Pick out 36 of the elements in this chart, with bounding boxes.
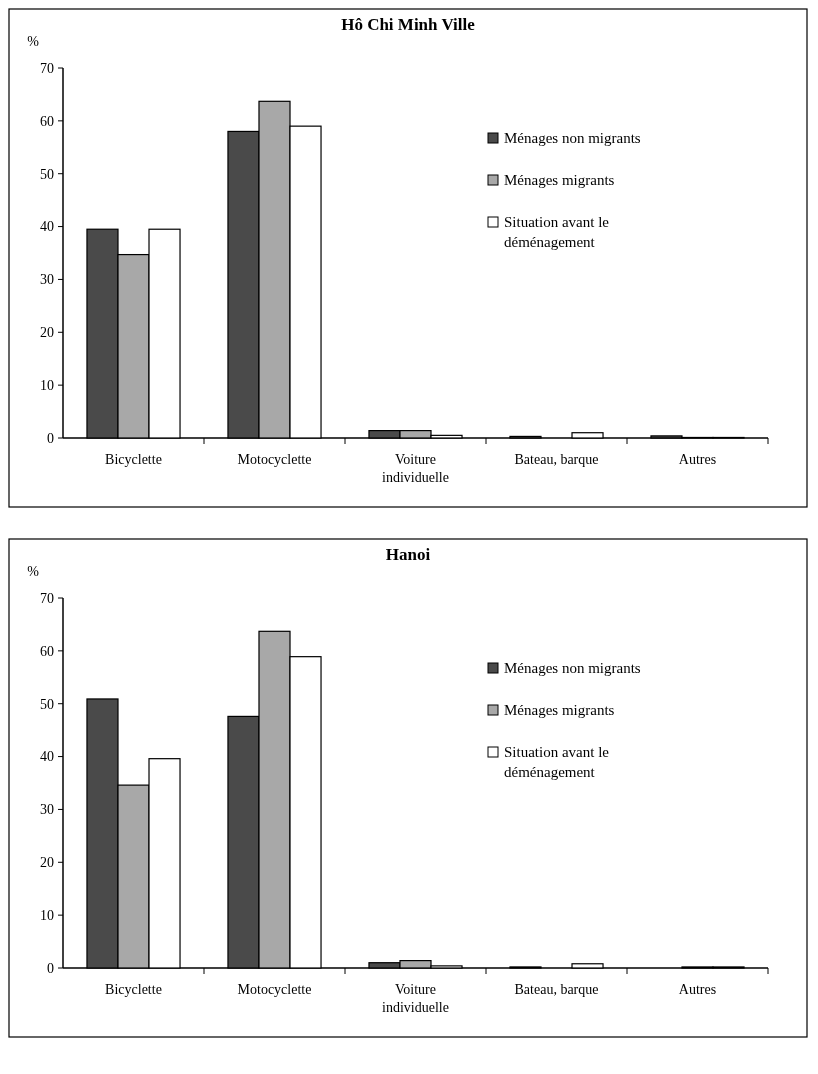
x-tick-label: Voiture individuelle xyxy=(382,452,449,485)
y-tick-label: 50 xyxy=(40,696,54,712)
y-tick-label: 0 xyxy=(47,960,54,976)
legend-label: Ménages migrants xyxy=(504,702,615,718)
y-tick-label: 10 xyxy=(40,908,54,924)
x-tick-label: Autres xyxy=(678,982,717,997)
y-tick-label: 60 xyxy=(40,643,54,659)
y-tick-label: 30 xyxy=(40,802,54,818)
y-axis-title: % xyxy=(27,564,40,579)
y-tick-label: 20 xyxy=(40,855,54,871)
legend-label: Ménages migrants xyxy=(504,172,615,188)
x-tick-label: Autres xyxy=(678,452,717,467)
chart-title: Hô Chi Minh Ville xyxy=(341,15,476,34)
y-tick-label: 10 xyxy=(40,378,54,394)
y-tick-label: 60 xyxy=(40,113,54,129)
legend-label: Situation avant le déménagement xyxy=(504,214,610,250)
x-tick-label: Motocyclette xyxy=(237,452,312,467)
legend-label: Situation avant le déménagement xyxy=(504,744,610,780)
x-tick-label: Bicyclette xyxy=(105,452,162,467)
x-tick-label: Bateau, barque xyxy=(514,982,599,997)
x-tick-label: Bateau, barque xyxy=(514,452,599,467)
y-tick-label: 30 xyxy=(40,272,54,288)
y-tick-label: 0 xyxy=(47,430,54,446)
legend-label: Ménages non migrants xyxy=(504,660,641,676)
chart-title: Hanoi xyxy=(385,545,431,564)
x-tick-label: Voiture individuelle xyxy=(382,982,449,1015)
legend-label: Ménages non migrants xyxy=(504,130,641,146)
y-tick-label: 20 xyxy=(40,325,54,341)
y-tick-label: 70 xyxy=(40,590,54,606)
x-tick-label: Bicyclette xyxy=(105,982,162,997)
x-tick-label: Motocyclette xyxy=(237,982,312,997)
y-tick-label: 40 xyxy=(40,749,54,765)
y-tick-label: 70 xyxy=(40,60,54,76)
y-axis-title: % xyxy=(27,34,40,49)
y-tick-label: 50 xyxy=(40,166,54,182)
y-tick-label: 40 xyxy=(40,219,54,235)
